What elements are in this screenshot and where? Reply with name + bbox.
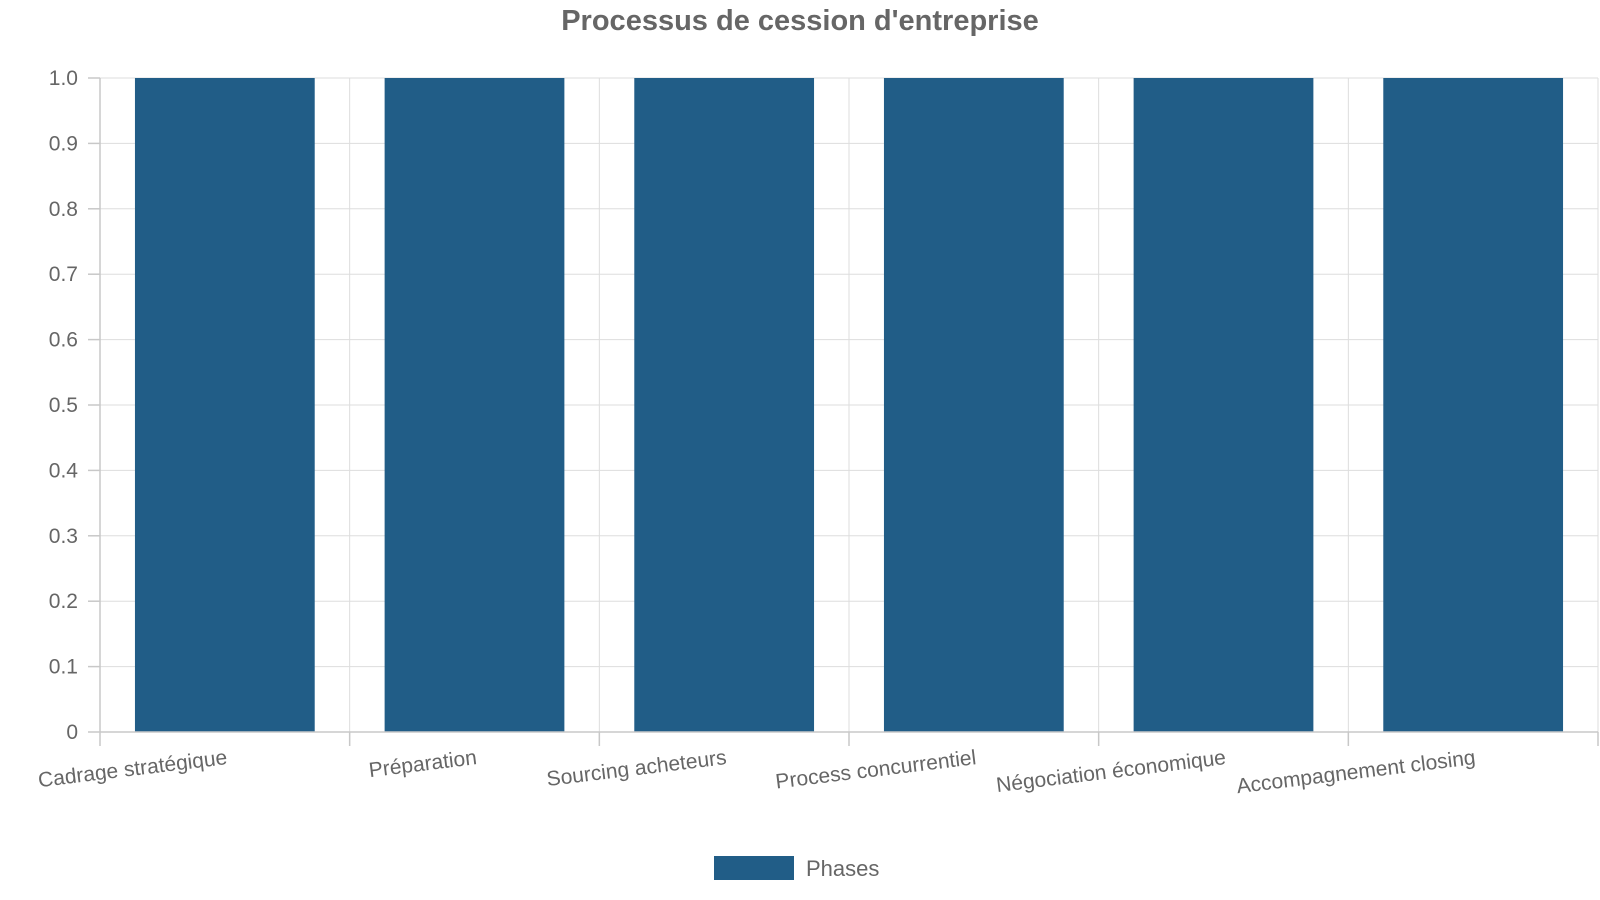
y-tick-label: 0.6	[49, 329, 78, 352]
bar	[883, 78, 1064, 732]
x-tick-label: Négociation économique	[995, 746, 1227, 797]
x-axis-labels: Cadrage stratégique Préparation Sourcing a…	[37, 746, 1477, 798]
y-tick-label: 0.9	[49, 132, 78, 155]
x-tick-label: Process concurrentiel	[774, 746, 977, 793]
y-tick-label: 0.2	[49, 590, 78, 613]
bar	[634, 78, 815, 732]
y-axis-ticks: 0 0.1 0.2 0.3 0.4 0.5 0.6 0.7 0.8 0.9 1.0	[49, 67, 79, 744]
x-tick-label: Préparation	[368, 746, 479, 782]
axes	[88, 77, 1599, 746]
bar	[1133, 78, 1314, 732]
bar	[134, 78, 315, 732]
bar	[1383, 78, 1564, 732]
y-tick-label: 0.8	[49, 198, 78, 221]
y-tick-label: 0.4	[49, 459, 79, 482]
legend: Phases	[714, 856, 879, 881]
legend-label: Phases	[806, 856, 879, 881]
x-tick-label: Cadrage stratégique	[37, 746, 229, 792]
y-tick-label: 0.3	[49, 525, 78, 548]
y-tick-label: 0.5	[49, 394, 78, 417]
y-tick-label: 0.7	[49, 263, 78, 286]
legend-swatch	[714, 856, 794, 880]
y-tick-label: 0.1	[49, 656, 78, 679]
bar	[384, 78, 565, 732]
y-tick-label: 0	[66, 721, 78, 744]
x-tick-label: Sourcing acheteurs	[545, 746, 727, 791]
y-tick-label: 1.0	[49, 67, 78, 90]
x-tick-label: Accompagnement closing	[1235, 746, 1476, 798]
bars	[134, 78, 1564, 732]
grid	[99, 77, 1599, 732]
chart-title: Processus de cession d'entreprise	[561, 5, 1039, 37]
